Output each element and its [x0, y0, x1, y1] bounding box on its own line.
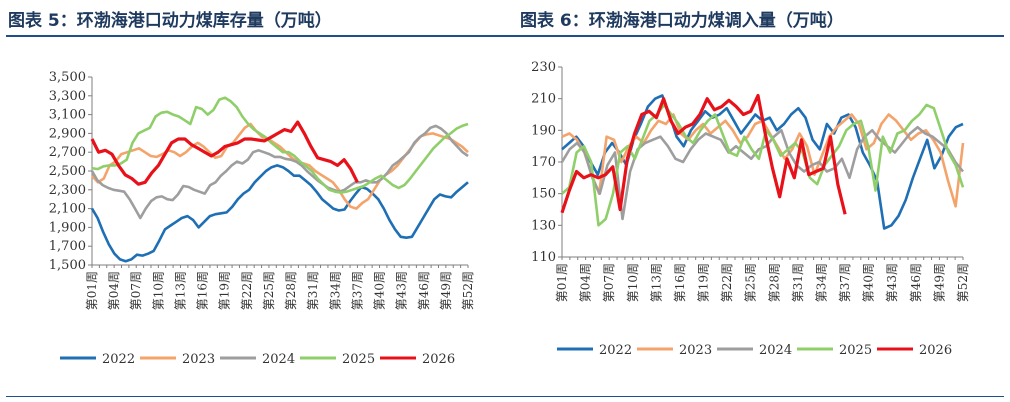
x-tick-label: 第31周: [306, 271, 320, 310]
series-line-2026: [90, 120, 359, 186]
x-tick-label: 第07周: [602, 263, 616, 302]
x-tick-label: 第49周: [932, 263, 946, 302]
x-tick-label: 第22周: [720, 263, 734, 302]
x-tick-label: 第16周: [196, 271, 210, 310]
y-tick-label: 170: [531, 155, 556, 170]
legend-label-2025: 2025: [342, 352, 375, 367]
x-tick-label: 第40周: [373, 271, 387, 310]
y-tick-label: 230: [531, 60, 556, 75]
x-tick-label: 第04周: [579, 263, 593, 302]
x-tick-label: 第04周: [107, 271, 121, 310]
x-tick-label: 第19周: [218, 271, 232, 310]
legend-label-2023: 2023: [182, 352, 215, 367]
legend-label-2024: 2024: [262, 352, 295, 367]
x-tick-label: 第25周: [262, 271, 276, 310]
x-tick-label: 第34周: [328, 271, 342, 310]
inventory-chart: 1,500 1,700 1,900 2,100 2,300 2,500 2,700 2,900…: [49, 70, 475, 367]
x-tick-label: 第46周: [909, 263, 923, 302]
x-tick-label: 第25周: [744, 263, 758, 302]
x-tick-label: 第01周: [555, 263, 569, 302]
x-tick-label: 第28周: [767, 263, 781, 302]
x-tick-label: 第13周: [649, 263, 663, 302]
y-tick-label: 110: [531, 250, 556, 265]
x-tick-label: 第34周: [814, 263, 828, 302]
y-tick-label: 190: [531, 123, 556, 138]
y-tick-label: 150: [531, 187, 556, 202]
x-tick-label: 第22周: [240, 271, 254, 310]
series-line-2022: [90, 164, 469, 263]
x-tick-label: 第01周: [85, 271, 99, 310]
x-tick-label: 第52周: [461, 271, 475, 310]
x-tick-label: 第43周: [395, 271, 409, 310]
y-tick-label: 210: [531, 92, 556, 107]
series-line-2025: [91, 96, 469, 194]
chart-title-right: 图表 6：环渤海港口动力煤调入量（万吨）: [520, 11, 844, 31]
y-tick-label: 2,900: [49, 126, 86, 141]
x-tick-label: 第37周: [350, 271, 364, 310]
title-divider: [6, 35, 1004, 37]
series-line-2024: [90, 124, 469, 220]
x-tick-label: 第19周: [697, 263, 711, 302]
x-tick-label: 第16周: [673, 263, 687, 302]
x-tick-label: 第10周: [626, 263, 640, 302]
y-tick-label: 2,100: [49, 202, 86, 217]
inflow-chart: 110 130 150 170 190 210 230 第01周 第04周 第07周 第10周 第13…: [531, 60, 970, 358]
x-tick-label: 第10周: [151, 271, 165, 310]
legend-label-2024: 2024: [759, 343, 792, 358]
legend-label-2022: 2022: [599, 343, 632, 358]
y-tick-label: 1,500: [49, 258, 86, 273]
legend-label-2022: 2022: [102, 352, 135, 367]
y-tick-label: 1,700: [49, 239, 86, 254]
x-tick-label: 第46周: [417, 271, 431, 310]
y-tick-label: 3,100: [49, 108, 86, 123]
y-tick-label: 3,300: [49, 89, 86, 104]
x-tick-label: 第43周: [885, 263, 899, 302]
y-tick-label: 1,900: [49, 220, 86, 235]
y-tick-label: 130: [531, 218, 556, 233]
x-tick-label: 第52周: [956, 263, 970, 302]
y-tick-label: 2,300: [49, 183, 86, 198]
x-tick-label: 第49周: [439, 271, 453, 310]
y-tick-label: 2,700: [49, 145, 86, 160]
chart-title-left: 图表 5：环渤海港口动力煤库存量（万吨）: [8, 11, 332, 31]
series-line-2026: [560, 93, 847, 215]
legend-label-2026: 2026: [919, 343, 952, 358]
legend-label-2023: 2023: [679, 343, 712, 358]
x-tick-label: 第28周: [284, 271, 298, 310]
x-tick-label: 第13周: [173, 271, 187, 310]
x-tick-label: 第07周: [129, 271, 143, 310]
x-tick-label: 第31周: [791, 263, 805, 302]
x-tick-label: 第40周: [862, 263, 876, 302]
legend-label-2026: 2026: [422, 352, 455, 367]
y-tick-label: 3,500: [49, 70, 86, 85]
bottom-divider: [6, 396, 1004, 397]
x-tick-label: 第37周: [838, 263, 852, 302]
y-tick-label: 2,500: [49, 164, 86, 179]
legend-label-2025: 2025: [839, 343, 872, 358]
